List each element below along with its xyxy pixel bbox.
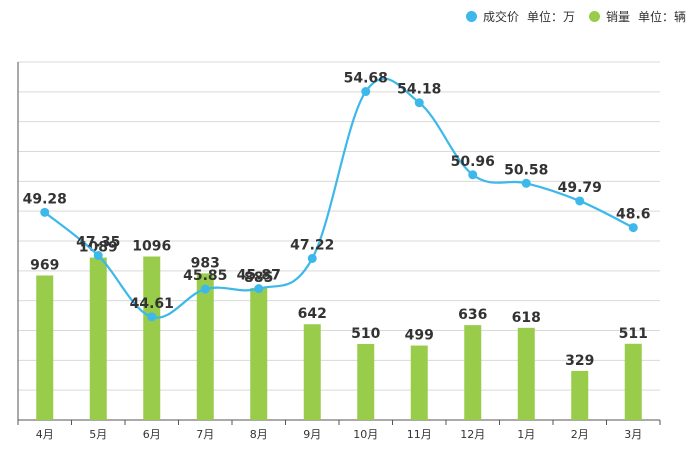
- price-point: [521, 178, 531, 188]
- volume-data-label: 983: [191, 255, 220, 271]
- x-tick-label: 12月: [460, 428, 485, 441]
- price-point: [307, 253, 317, 263]
- x-tick-label: 8月: [250, 428, 268, 441]
- x-tick-label: 4月: [36, 428, 54, 441]
- price-data-label: 44.61: [130, 296, 174, 312]
- x-tick-label: 11月: [407, 428, 432, 441]
- volume-data-label: 1089: [79, 240, 118, 256]
- x-tick-label: 7月: [196, 428, 214, 441]
- volume-data-label: 510: [351, 326, 380, 342]
- volume-data-label: 511: [619, 326, 648, 342]
- legend-price-dot-icon: [465, 11, 477, 22]
- price-data-label: 47.22: [290, 237, 334, 253]
- legend-price-unit: 单位：万: [526, 10, 575, 24]
- price-data-label: 54.18: [397, 82, 441, 98]
- volume-data-label: 969: [30, 257, 59, 273]
- legend: 成交价 单位：万 销量 单位：辆: [452, 8, 686, 25]
- volume-bar: [196, 273, 214, 420]
- price-data-label: 50.96: [451, 154, 495, 170]
- price-data-label: 47.35: [76, 235, 120, 251]
- volume-data-label: 636: [458, 307, 487, 323]
- price-point: [254, 284, 264, 294]
- legend-item-price[interactable]: 成交价 单位：万: [465, 8, 575, 25]
- price-data-label: 45.85: [183, 268, 227, 284]
- x-tick-label: 1月: [517, 428, 535, 441]
- price-data-label: 49.79: [558, 180, 602, 196]
- volume-data-label: 642: [298, 306, 327, 322]
- legend-item-volume[interactable]: 销量 单位：辆: [588, 8, 686, 25]
- volume-bar: [250, 287, 268, 420]
- x-tick-label: 3月: [624, 428, 642, 441]
- volume-bar: [357, 343, 375, 420]
- volume-bar: [410, 345, 428, 420]
- volume-bar: [464, 325, 482, 420]
- legend-volume-unit: 单位：辆: [637, 10, 686, 24]
- price-point: [628, 223, 638, 233]
- legend-volume-dot-icon: [588, 11, 600, 22]
- volume-data-label: 329: [565, 353, 594, 369]
- volume-bar: [571, 370, 589, 420]
- volume-data-label: 1096: [132, 239, 171, 255]
- price-point: [468, 170, 478, 180]
- price-point: [147, 312, 157, 322]
- price-point: [93, 251, 103, 261]
- price-point: [40, 207, 50, 217]
- price-data-label: 45.87: [237, 268, 281, 284]
- x-tick-label: 9月: [303, 428, 321, 441]
- price-data-label: 49.28: [23, 191, 67, 207]
- volume-bar: [517, 327, 535, 420]
- volume-bar: [143, 256, 161, 420]
- volume-data-label: 618: [512, 310, 541, 326]
- volume-data-label: 499: [405, 328, 434, 344]
- volume-data-label: 885: [244, 270, 273, 286]
- price-point: [200, 284, 210, 294]
- price-point: [575, 196, 585, 206]
- price-data-label: 48.6: [616, 207, 651, 223]
- volume-bar: [36, 275, 54, 420]
- price-line: [44, 77, 634, 319]
- legend-volume-name: 销量: [605, 10, 630, 24]
- x-tick-label: 10月: [353, 428, 378, 441]
- volume-bar: [303, 324, 321, 420]
- x-tick-label: 5月: [89, 428, 107, 441]
- x-tick-label: 2月: [571, 428, 589, 441]
- volume-bar: [624, 343, 642, 420]
- price-point: [414, 98, 424, 108]
- legend-price-name: 成交价: [482, 10, 519, 24]
- price-data-label: 54.68: [344, 71, 388, 87]
- x-tick-label: 6月: [143, 428, 161, 441]
- price-point: [361, 87, 371, 97]
- volume-bar: [89, 257, 107, 420]
- price-data-label: 50.58: [504, 162, 548, 178]
